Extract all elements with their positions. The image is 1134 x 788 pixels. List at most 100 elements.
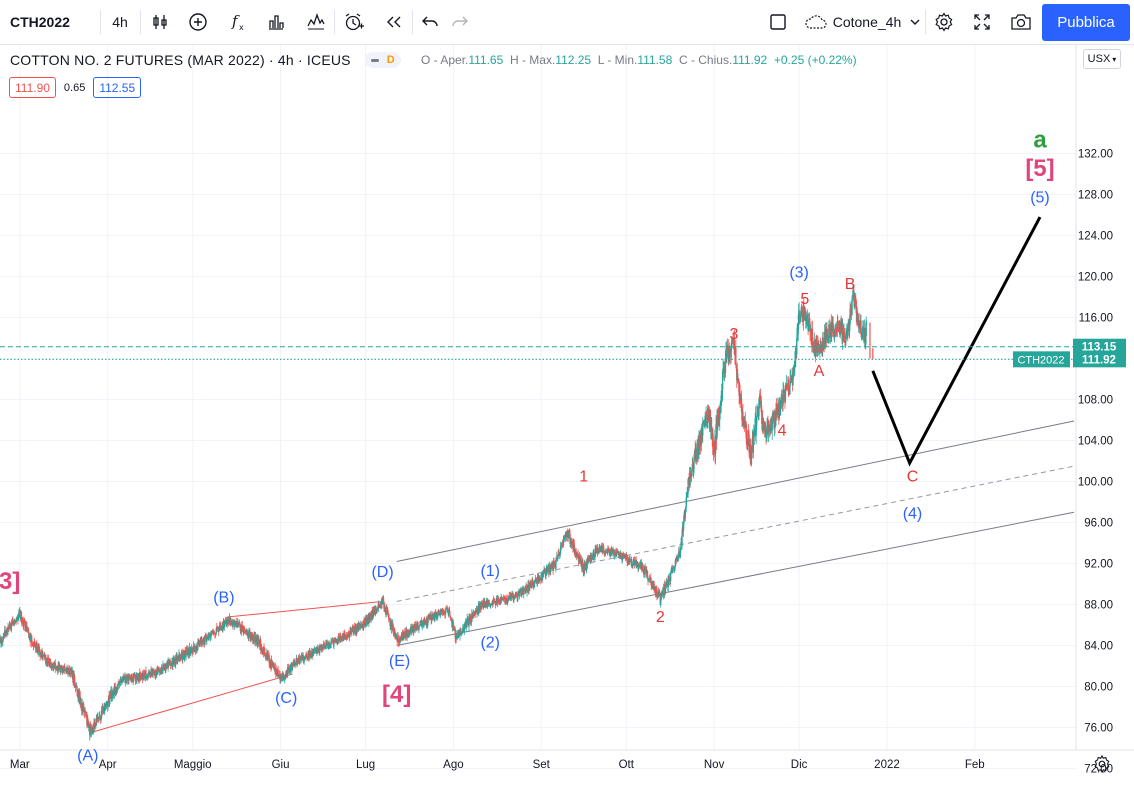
candle-body <box>335 640 337 642</box>
publish-button[interactable]: Pubblica <box>1042 4 1130 41</box>
candle-body <box>645 569 647 572</box>
candle-body <box>660 592 663 594</box>
chart-settings-gear-icon[interactable] <box>1092 754 1112 774</box>
candle-body <box>634 561 636 566</box>
candle-body <box>605 551 608 553</box>
candle-body <box>793 369 795 371</box>
candle-body <box>155 671 157 675</box>
compare-button[interactable] <box>182 6 214 38</box>
candle-body <box>243 626 245 630</box>
candle-body <box>507 598 509 603</box>
candle-body <box>273 665 275 669</box>
undo-button[interactable] <box>414 6 446 38</box>
layout-selector[interactable]: Cotone_4h <box>800 6 924 38</box>
candle-body <box>352 628 354 631</box>
candle-body <box>304 656 307 658</box>
candle-body <box>737 378 740 384</box>
candle-body <box>657 591 659 593</box>
candle-body <box>455 638 457 640</box>
candle-body <box>454 627 456 630</box>
candle-body <box>227 622 230 624</box>
toolbar-divider <box>334 10 335 34</box>
candle-body <box>758 399 760 416</box>
candle-body <box>574 549 576 554</box>
candle-body <box>393 629 396 632</box>
sell-price-button[interactable]: 111.90 <box>9 77 56 98</box>
candle-body <box>378 604 380 605</box>
candle-body <box>117 683 119 690</box>
candle-body <box>550 566 552 570</box>
candle-body <box>442 612 444 613</box>
candle-body <box>492 599 494 606</box>
alert-button[interactable] <box>338 6 370 38</box>
redo-button[interactable] <box>444 6 476 38</box>
candle-body <box>177 655 180 660</box>
wave-label: A <box>814 363 825 380</box>
fullscreen-button[interactable] <box>966 6 998 38</box>
candle-body <box>237 622 239 624</box>
candle-body <box>739 399 742 400</box>
candle-body <box>512 593 514 596</box>
candle-body <box>191 652 194 654</box>
candle-body <box>92 728 95 731</box>
candle-body <box>571 540 573 542</box>
candle-body <box>566 532 568 538</box>
wave-label: [3] <box>0 568 20 595</box>
candle-body <box>219 624 221 628</box>
candle-body <box>646 571 649 578</box>
candle-body <box>438 611 440 615</box>
candle-body <box>181 652 184 660</box>
candle-body <box>609 552 612 555</box>
candle-body <box>79 696 81 705</box>
candle-body <box>60 667 63 668</box>
price-chart[interactable]: 72.00 76.00 80.00 84.00 88.00 92.00 96.00 100.0… <box>0 45 1134 788</box>
symbol-search-button[interactable]: CTH2022 <box>10 14 70 30</box>
currency-selector[interactable]: USX ▾ <box>1083 49 1121 69</box>
spread-value: 0.65 <box>63 81 86 94</box>
candle-body <box>599 546 601 550</box>
candle-body <box>618 553 620 555</box>
candle-body <box>243 629 246 631</box>
snapshot-button[interactable] <box>1004 6 1038 38</box>
candle-body <box>481 601 483 604</box>
candle-body <box>805 314 807 320</box>
candle-body <box>37 647 39 654</box>
candle-body <box>172 658 174 668</box>
candle-body <box>309 652 311 657</box>
candle-body <box>792 373 794 386</box>
candle-body <box>782 389 784 406</box>
candle-body <box>587 558 589 564</box>
candle-body <box>404 633 406 639</box>
candle-body <box>678 551 680 554</box>
svg-text:x: x <box>239 23 244 32</box>
candle-body <box>728 358 730 359</box>
candle-body <box>693 462 695 474</box>
candle-body <box>396 637 398 639</box>
layout-grid-button[interactable] <box>762 6 794 38</box>
candle-body <box>31 642 33 645</box>
candle-body <box>213 632 216 634</box>
strategy-button[interactable] <box>300 6 332 38</box>
candle-body <box>854 295 856 305</box>
candle-body <box>622 554 625 557</box>
candle-body <box>392 623 394 630</box>
candle-body <box>419 624 421 626</box>
replay-button[interactable] <box>378 6 410 38</box>
candle-body <box>5 630 7 632</box>
candle-body <box>13 619 15 626</box>
candle-body <box>728 350 731 355</box>
buy-price-button[interactable]: 112.55 <box>93 77 142 98</box>
symbol-title[interactable]: COTTON NO. 2 FUTURES (MAR 2022) · 4h · I… <box>10 52 351 68</box>
interval-button[interactable]: 4h <box>112 14 128 30</box>
candle-body <box>119 679 122 683</box>
time-tick-label: Nov <box>704 759 725 771</box>
settings-button[interactable] <box>928 6 960 38</box>
candle-body <box>768 426 771 430</box>
templates-button[interactable] <box>260 6 292 38</box>
candle-body <box>272 662 275 665</box>
candle-body <box>607 547 610 550</box>
market-status-badge[interactable]: D <box>364 52 401 68</box>
candle-body <box>334 638 336 641</box>
chart-type-button[interactable] <box>144 6 176 38</box>
